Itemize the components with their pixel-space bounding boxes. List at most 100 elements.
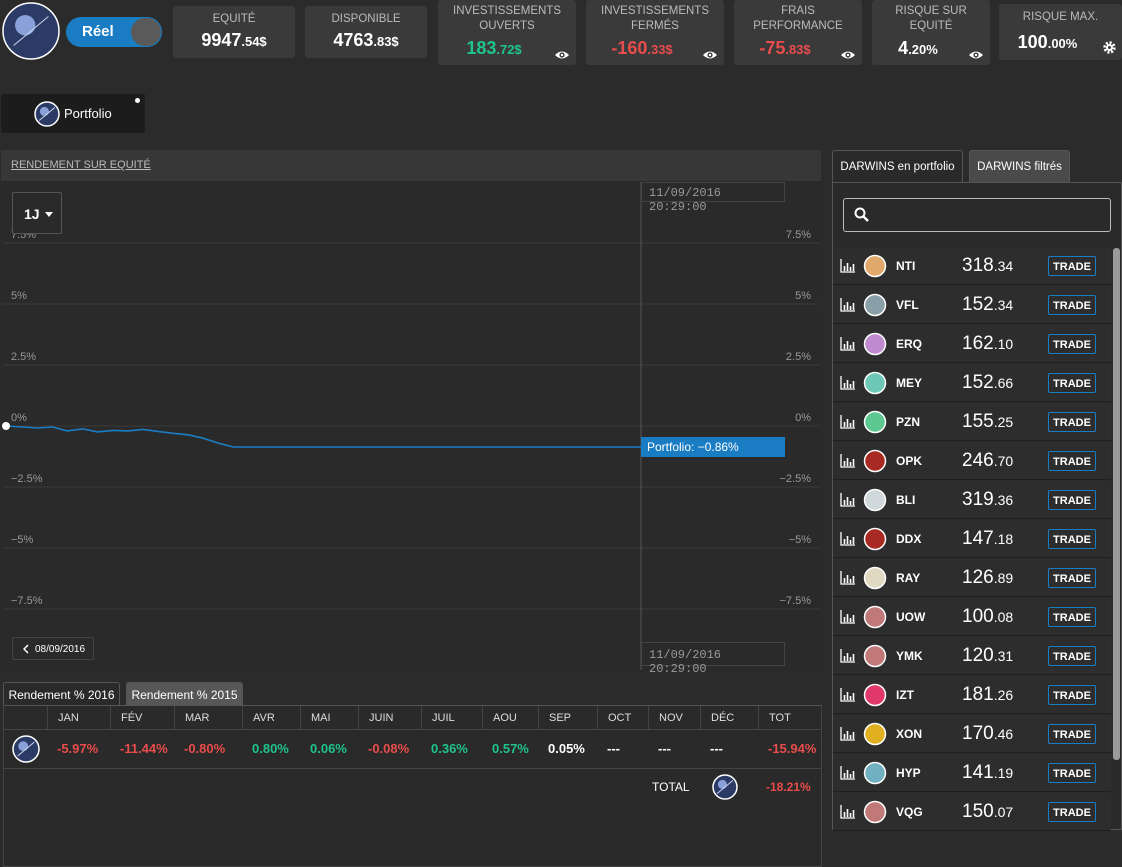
total-value: -18.21% [766,780,811,794]
darwin-name: DDX [896,532,922,546]
trade-button[interactable]: TRADE [1048,646,1096,666]
chevron-icon [23,644,29,654]
trade-button[interactable]: TRADE [1048,334,1096,354]
trade-button[interactable]: TRADE [1048,607,1096,627]
stat-label: INVESTISSEMENTS FERMÉS [601,5,709,32]
darwin-price-decimals: .19 [993,765,1014,781]
darwin-price: 318.34 [962,255,1013,277]
darwin-name: UOW [896,610,926,624]
trade-button[interactable]: TRADE [1048,568,1096,588]
y-tick-label: −5% [11,534,34,546]
search-icon [854,207,869,222]
stat-label: INVESTISSEMENTS OUVERTS [453,5,561,32]
month-return: -0.80% [184,741,226,756]
trade-button[interactable]: TRADE [1048,295,1096,315]
stat-value: 9947.54$ [173,30,295,51]
returns-table [3,705,822,867]
y-tick-label: 0% [795,412,811,424]
stat-label: FRAIS PERFORMANCE [753,5,843,32]
darwin-price-decimals: .07 [993,804,1014,820]
darwin-price: 246.70 [962,450,1013,472]
darwin-color [863,800,887,824]
trade-button-label: TRADE [1053,417,1091,429]
trade-button[interactable]: TRADE [1048,373,1096,393]
value-row-border [4,768,821,769]
darwin-price-decimals: .34 [993,258,1014,274]
darwin-row: YMK 120.31 TRADE [833,637,1111,675]
portfolio-button[interactable]: Portfolio [1,94,145,133]
darwins-tab[interactable]: DARWINS en portfolio [832,150,963,183]
chart-title: RENDEMENT SUR EQUITÉ [11,159,151,171]
darwin-price: 100.08 [962,606,1013,628]
trade-button[interactable]: TRADE [1048,724,1096,744]
trade-button[interactable]: TRADE [1048,412,1096,432]
account-toggle[interactable]: Réel [66,17,162,47]
eye-icon [841,51,855,59]
y-tick-label: 2.5% [11,351,36,363]
trade-button[interactable]: TRADE [1048,685,1096,705]
darwin-price-main: 318 [962,255,994,276]
eye-icon [703,51,717,59]
trade-button[interactable]: TRADE [1048,451,1096,471]
month-header: FÉV [121,712,143,724]
returns-tab-label: Rendement % 2015 [131,688,238,702]
darwin-name: OPK [896,454,923,468]
trade-button-label: TRADE [1053,534,1091,546]
back-button[interactable]: 08/09/2016 [12,637,94,660]
gear-icon [1103,41,1116,54]
darwin-color [863,254,887,278]
darwin-row: XON 170.46 TRADE [833,715,1111,753]
month-header: AOU [493,712,517,724]
trade-button[interactable]: TRADE [1048,490,1096,510]
darwin-row: NTI 318.34 TRADE [833,247,1111,285]
month-return: 0.06% [310,741,347,756]
trade-button-label: TRADE [1053,339,1091,351]
caret-icon [45,212,53,217]
darwin-name: ERQ [896,337,923,351]
returns-tab[interactable]: Rendement % 2016 [3,682,120,706]
stat-label: DISPONIBLE [331,13,401,25]
returns-tab-label: Rendement % 2016 [8,688,115,702]
series-end-label-text: Portfolio: −0.86% [647,439,739,454]
darwin-color [863,332,887,356]
period-selector-label: 1J [24,206,40,222]
stats-icon [840,415,855,429]
stats-icon [840,493,855,507]
y-tick-label: −2.5% [780,473,812,485]
stat-tile: INVESTISSEMENTS FERMÉS -160.33$ [586,0,724,65]
darwin-price-main: 126 [962,567,994,588]
stats-icon [840,727,855,741]
trade-button[interactable]: TRADE [1048,763,1096,783]
darwin-row: OPK 246.70 TRADE [833,442,1111,480]
stat-value: 4763.83$ [305,30,427,51]
stats-icon [840,376,855,390]
trade-button[interactable]: TRADE [1048,256,1096,276]
month-return: --- [710,741,723,756]
col-divider [300,706,301,730]
darwin-price: 319.36 [962,489,1013,511]
stat-tile: FRAIS PERFORMANCE -75.83$ [734,0,862,65]
darwin-row: IZT 181.26 TRADE [833,676,1111,714]
darwin-color [863,293,887,317]
month-return: 0.05% [548,741,585,756]
trade-button-label: TRADE [1053,300,1091,312]
darwin-price-main: 162 [962,333,994,354]
period-selector[interactable]: 1J [12,192,62,234]
trade-button[interactable]: TRADE [1048,802,1096,822]
stat-value-decimals: .33$ [647,42,673,57]
trade-button[interactable]: TRADE [1048,529,1096,549]
search-box[interactable] [843,198,1111,232]
darwins-tab[interactable]: DARWINS filtrés [969,150,1070,183]
timestamp-top: 11/09/2016 20:29:00 [641,182,785,214]
returns-tab[interactable]: Rendement % 2015 [126,682,243,706]
darwin-price-main: 246 [962,450,994,471]
y-tick-label: 7.5% [786,229,811,241]
notification-dot [135,98,140,103]
darwin-price: 170.46 [962,723,1013,745]
darwin-color [863,722,887,746]
trade-button-label: TRADE [1053,261,1091,273]
darwin-price: 147.18 [962,528,1013,550]
eye-icon [969,51,983,59]
back-button-label: 08/09/2016 [35,644,86,655]
trade-button-label: TRADE [1053,573,1091,585]
